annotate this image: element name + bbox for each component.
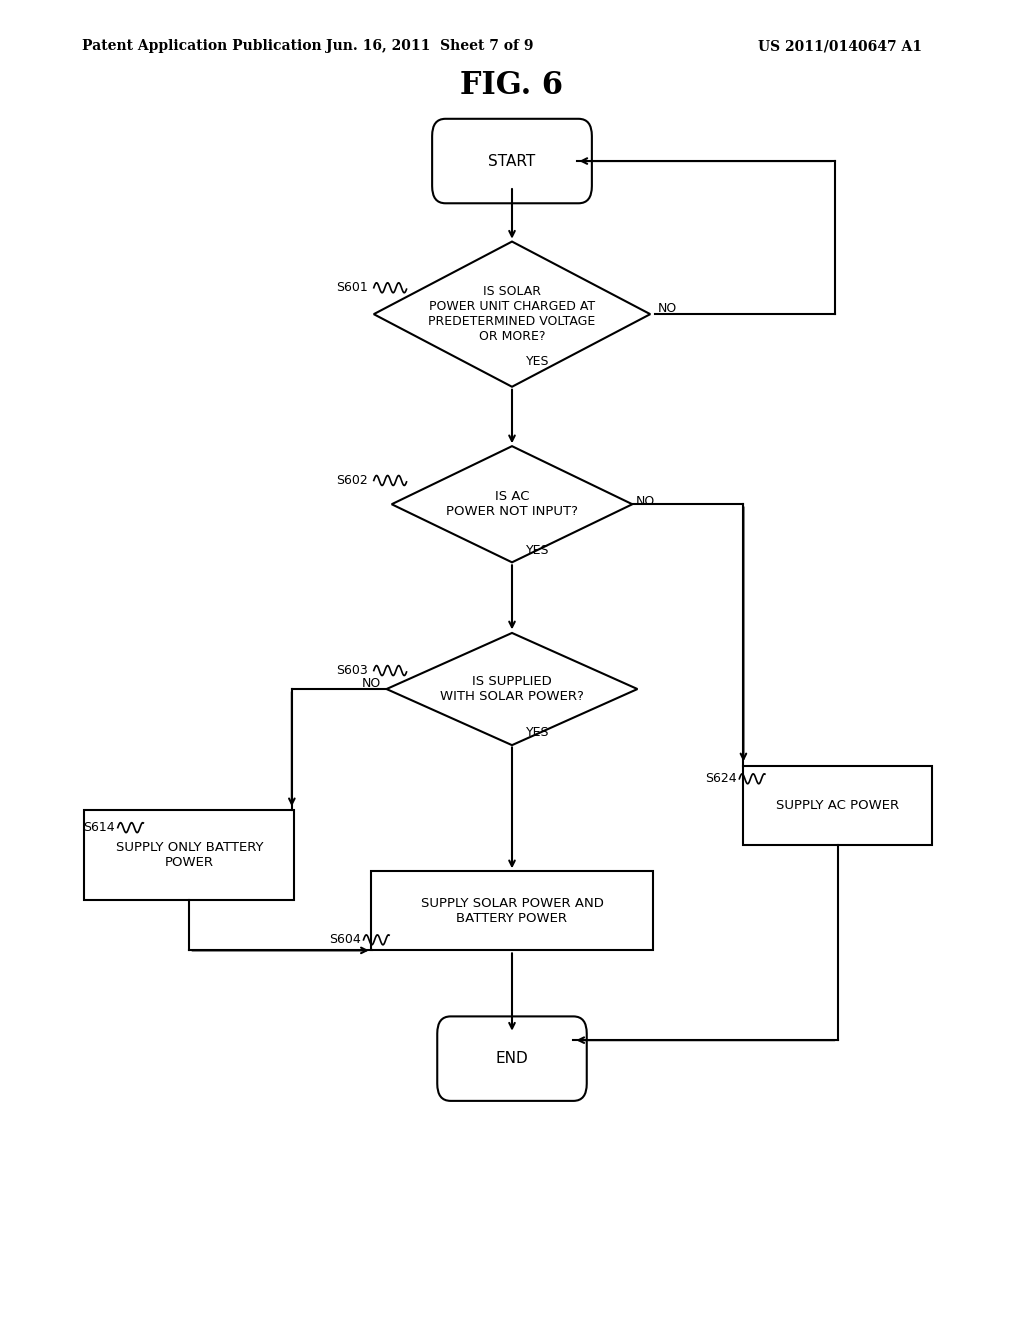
Text: SUPPLY ONLY BATTERY
POWER: SUPPLY ONLY BATTERY POWER	[116, 841, 263, 870]
Text: S624: S624	[705, 772, 736, 785]
Text: NO: NO	[636, 495, 655, 508]
FancyBboxPatch shape	[432, 119, 592, 203]
Text: YES: YES	[526, 726, 550, 739]
Text: SUPPLY SOLAR POWER AND
BATTERY POWER: SUPPLY SOLAR POWER AND BATTERY POWER	[421, 896, 603, 925]
Text: SUPPLY AC POWER: SUPPLY AC POWER	[776, 799, 899, 812]
Text: YES: YES	[526, 544, 550, 557]
Text: YES: YES	[526, 355, 550, 368]
Polygon shape	[374, 242, 650, 387]
Bar	[371, 871, 653, 950]
Text: IS SUPPLIED
WITH SOLAR POWER?: IS SUPPLIED WITH SOLAR POWER?	[440, 675, 584, 704]
Text: S602: S602	[336, 474, 368, 487]
Text: FIG. 6: FIG. 6	[461, 70, 563, 102]
FancyBboxPatch shape	[437, 1016, 587, 1101]
Bar	[742, 766, 932, 845]
Bar	[84, 810, 295, 900]
Text: S603: S603	[336, 664, 368, 677]
Text: IS AC
POWER NOT INPUT?: IS AC POWER NOT INPUT?	[446, 490, 578, 519]
Text: Patent Application Publication: Patent Application Publication	[82, 40, 322, 53]
Text: NO: NO	[361, 677, 381, 690]
Text: NO: NO	[657, 302, 677, 315]
Text: US 2011/0140647 A1: US 2011/0140647 A1	[758, 40, 922, 53]
Text: START: START	[488, 153, 536, 169]
Text: END: END	[496, 1051, 528, 1067]
Text: Jun. 16, 2011  Sheet 7 of 9: Jun. 16, 2011 Sheet 7 of 9	[327, 40, 534, 53]
Polygon shape	[387, 634, 637, 744]
Polygon shape	[391, 446, 632, 562]
Text: IS SOLAR
POWER UNIT CHARGED AT
PREDETERMINED VOLTAGE
OR MORE?: IS SOLAR POWER UNIT CHARGED AT PREDETERM…	[428, 285, 596, 343]
Text: S601: S601	[336, 281, 368, 294]
Text: S614: S614	[83, 821, 115, 834]
Text: S604: S604	[329, 933, 360, 946]
